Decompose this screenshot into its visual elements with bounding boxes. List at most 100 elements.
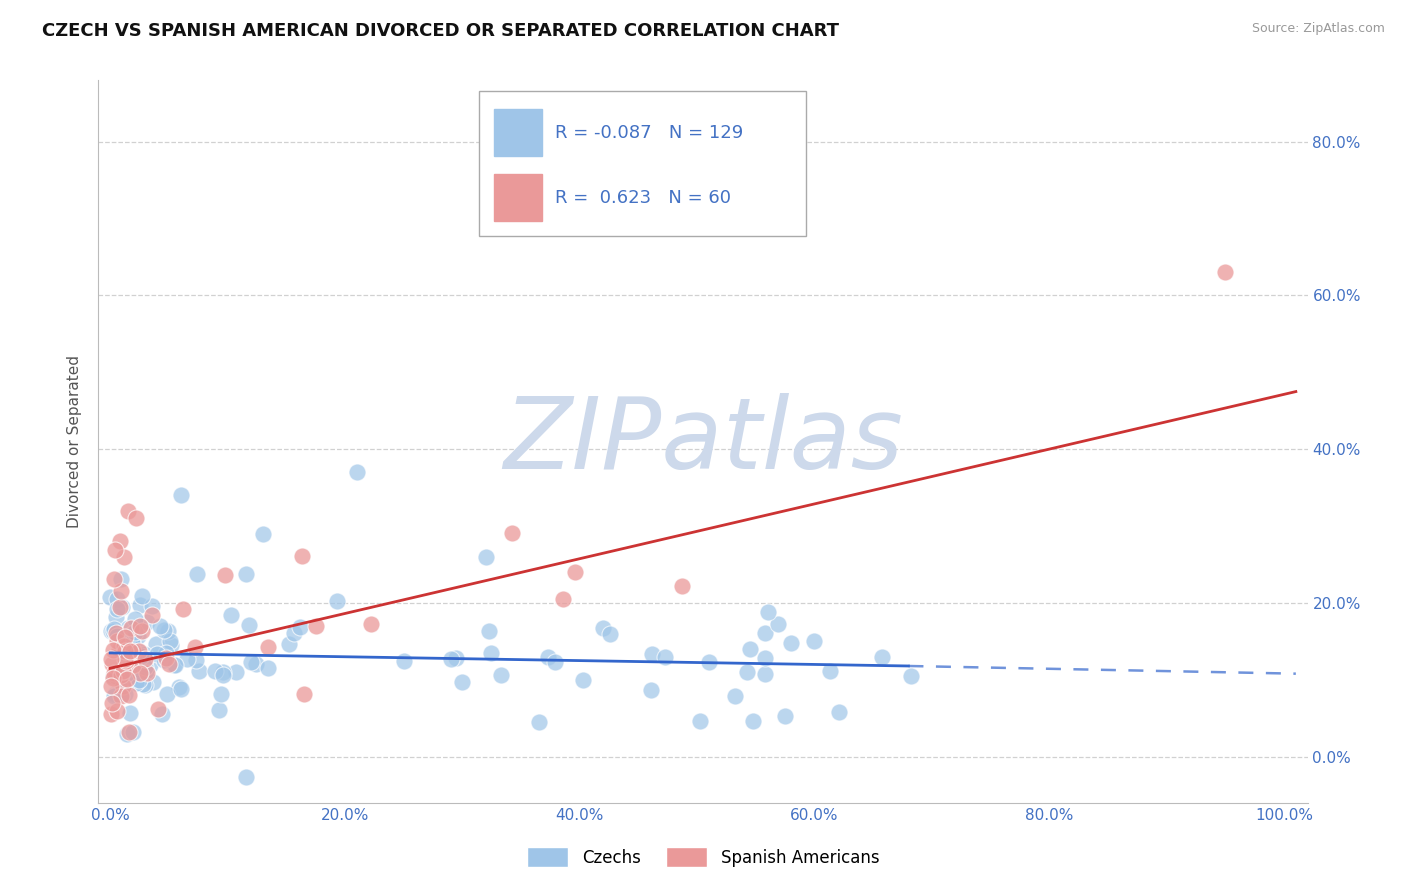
Point	[187, 664, 209, 678]
Point	[640, 683, 662, 698]
Point	[104, 543, 127, 558]
Point	[828, 706, 851, 720]
Point	[111, 677, 134, 691]
Point	[145, 637, 167, 651]
Point	[392, 654, 415, 668]
Point	[127, 629, 149, 643]
Text: R = -0.087   N = 129: R = -0.087 N = 129	[555, 124, 744, 142]
Point	[219, 608, 242, 623]
Point	[118, 706, 141, 720]
Point	[108, 599, 131, 614]
Point	[529, 714, 551, 729]
FancyBboxPatch shape	[479, 91, 806, 235]
Point	[501, 526, 523, 541]
Point	[283, 626, 305, 640]
Point	[142, 675, 165, 690]
Point	[103, 689, 125, 703]
Point	[110, 643, 132, 657]
Point	[214, 567, 236, 582]
Point	[571, 673, 593, 688]
Point	[104, 669, 127, 683]
Point	[112, 679, 135, 693]
FancyBboxPatch shape	[494, 174, 543, 221]
Point	[127, 643, 149, 657]
Point	[115, 666, 138, 681]
Point	[172, 602, 194, 616]
Point	[121, 627, 143, 641]
Point	[101, 671, 124, 685]
Point	[120, 621, 142, 635]
Point	[129, 648, 152, 663]
Point	[108, 645, 131, 659]
Point	[128, 649, 150, 664]
Point	[103, 669, 125, 683]
Point	[1215, 265, 1237, 279]
Point	[184, 640, 207, 654]
Point	[900, 668, 922, 682]
Point	[654, 650, 676, 665]
Text: CZECH VS SPANISH AMERICAN DIVORCED OR SEPARATED CORRELATION CHART: CZECH VS SPANISH AMERICAN DIVORCED OR SE…	[42, 22, 839, 40]
Point	[121, 644, 143, 658]
Point	[544, 655, 567, 669]
Point	[134, 652, 156, 666]
Point	[754, 666, 776, 681]
Point	[112, 639, 135, 653]
Text: ZIPatlas: ZIPatlas	[503, 393, 903, 490]
Point	[176, 652, 198, 666]
Point	[170, 681, 193, 696]
Point	[121, 632, 143, 647]
Point	[117, 621, 139, 635]
Legend: Czechs, Spanish Americans: Czechs, Spanish Americans	[520, 840, 886, 874]
Point	[124, 625, 146, 640]
Point	[128, 673, 150, 688]
Point	[115, 654, 138, 668]
Point	[326, 594, 349, 608]
Point	[128, 599, 150, 613]
Point	[121, 657, 143, 672]
Point	[112, 664, 135, 678]
Point	[141, 599, 163, 613]
Point	[450, 675, 472, 690]
Point	[117, 504, 139, 518]
Point	[125, 675, 148, 690]
Point	[117, 688, 139, 702]
Point	[238, 617, 260, 632]
Point	[756, 605, 779, 619]
Point	[292, 687, 315, 701]
Point	[105, 591, 128, 606]
Point	[131, 677, 153, 691]
Point	[131, 673, 153, 687]
Point	[149, 619, 172, 633]
Point	[256, 661, 278, 675]
Point	[141, 608, 163, 623]
Point	[724, 690, 747, 704]
Point	[278, 636, 301, 650]
Point	[132, 647, 155, 661]
Point	[155, 650, 177, 665]
Point	[131, 589, 153, 603]
Point	[209, 687, 232, 701]
Point	[131, 624, 153, 638]
Point	[101, 643, 124, 657]
Point	[735, 665, 758, 679]
Point	[225, 665, 247, 679]
Point	[124, 612, 146, 626]
Point	[125, 669, 148, 683]
Point	[444, 651, 467, 665]
Point	[159, 633, 181, 648]
Point	[155, 646, 177, 660]
Point	[235, 770, 257, 784]
Point	[169, 488, 191, 502]
Point	[162, 658, 184, 673]
Point	[186, 567, 208, 582]
Point	[235, 566, 257, 581]
Point	[100, 706, 122, 721]
Point	[110, 668, 132, 682]
Point	[754, 651, 776, 665]
Point	[129, 665, 152, 680]
Point	[110, 572, 132, 586]
Point	[346, 465, 368, 479]
Point	[105, 629, 128, 643]
Point	[475, 549, 498, 564]
Point	[139, 657, 162, 672]
